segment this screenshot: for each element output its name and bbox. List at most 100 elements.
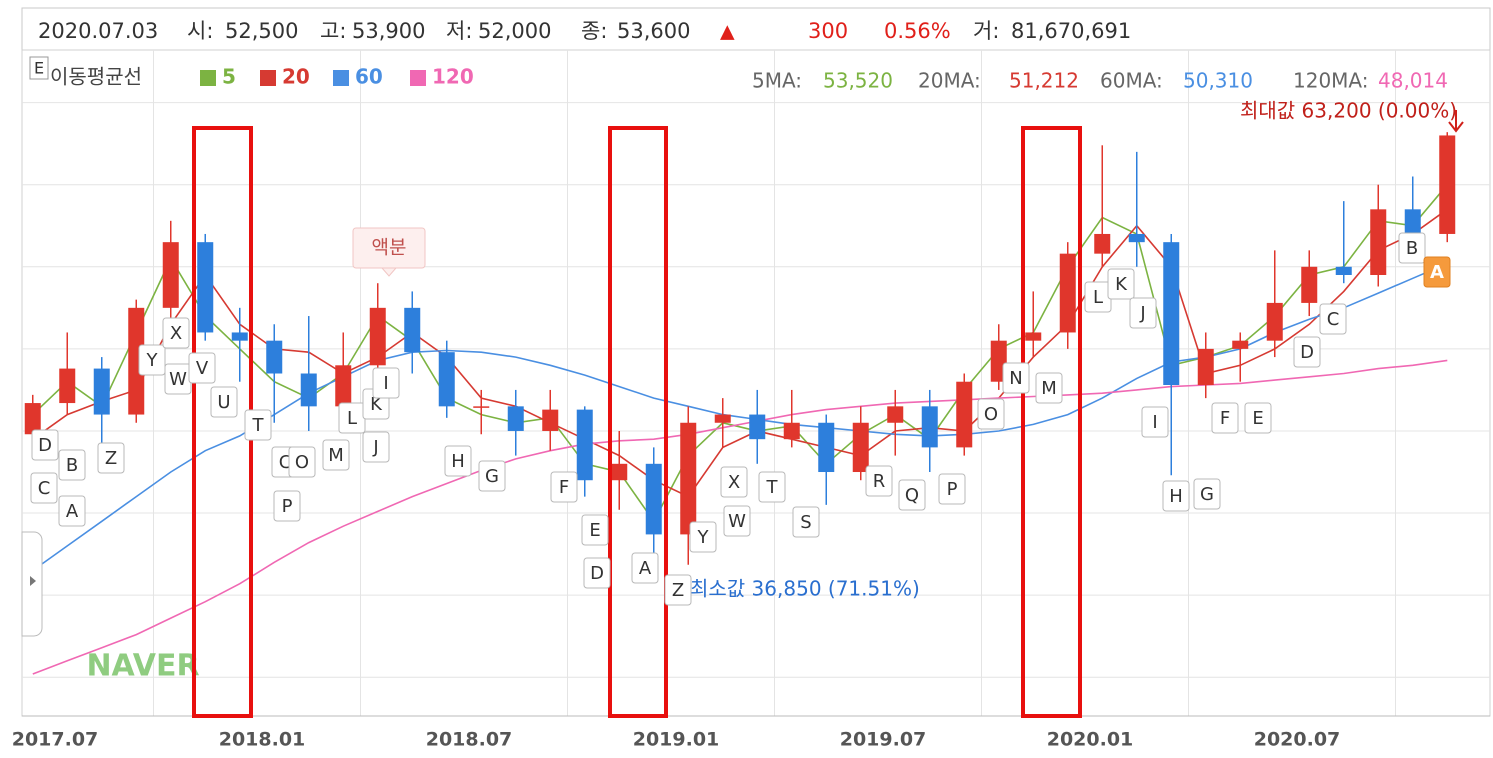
event-marker-label: L — [1093, 287, 1103, 308]
info-bar — [21, 7, 1491, 51]
event-marker-label: D — [590, 563, 604, 584]
ma-readout: 48,014 — [1378, 69, 1448, 93]
event-marker — [720, 466, 748, 498]
event-marker-label: T — [252, 415, 265, 436]
event-marker — [938, 473, 966, 505]
event-marker-label: Y — [697, 527, 710, 548]
event-marker-label: F — [559, 477, 569, 498]
event-marker-label: J — [372, 437, 378, 458]
event-marker — [372, 367, 400, 399]
event-marker-label: D — [38, 435, 52, 456]
corner-button[interactable] — [29, 56, 49, 80]
candle-body — [128, 307, 145, 415]
legend-label: 5 — [222, 65, 236, 89]
change: 300 — [808, 19, 848, 43]
event-marker-label: M — [328, 445, 344, 466]
event-marker — [31, 429, 59, 461]
candle-body — [714, 414, 731, 423]
candle-body — [473, 406, 490, 408]
event-marker-label: E — [589, 520, 600, 541]
side-tab-arrow — [30, 576, 36, 586]
event-marker-label: K — [1115, 274, 1128, 295]
event-marker — [689, 521, 717, 553]
event-marker — [1244, 402, 1272, 434]
event-marker — [723, 505, 751, 537]
x-axis-band — [22, 716, 1490, 758]
event-marker — [664, 574, 692, 606]
event-marker — [1423, 256, 1451, 288]
info-label: 저: — [446, 19, 472, 43]
change-mark: ▲ — [720, 21, 735, 43]
event-marker-label: P — [282, 496, 293, 517]
x-tick-label: 2018.07 — [426, 729, 513, 751]
candle-body — [162, 242, 179, 308]
volume-label: 거: — [973, 19, 999, 43]
event-marker-label: I — [383, 373, 388, 394]
legend-title: 이동평균선 — [50, 65, 142, 89]
event-marker — [758, 471, 786, 503]
candle-body — [369, 307, 386, 366]
max-label: 최대값 63,200 (0.00%) — [1240, 99, 1457, 123]
event-marker — [322, 439, 350, 471]
event-marker-label: Z — [105, 448, 117, 469]
event-marker-label: P — [947, 479, 958, 500]
overlay: E 액분 NAVER 최대값 63,200 (0.00%) 최소값 36,850… — [12, 19, 1490, 758]
event-marker-label: Q — [905, 485, 919, 506]
event-marker — [1211, 402, 1239, 434]
change-rate: 0.56% — [884, 19, 951, 43]
event-marker — [581, 514, 609, 546]
event-marker — [898, 479, 926, 511]
event-marker — [1107, 268, 1135, 300]
candle-body — [335, 365, 352, 407]
event-marker — [444, 445, 472, 477]
event-marker — [1319, 303, 1347, 335]
event-marker — [1398, 232, 1426, 264]
candle-body — [300, 373, 317, 407]
event-marker-label: O — [984, 404, 998, 425]
candle-body — [507, 406, 524, 431]
event-marker — [244, 409, 272, 441]
highlight-box — [608, 126, 668, 718]
event-marker-label: K — [370, 394, 383, 415]
event-marker-label: U — [217, 392, 230, 413]
candle-body — [266, 340, 283, 374]
candle-body — [1301, 266, 1318, 303]
candle-body — [24, 403, 41, 435]
candle-body — [852, 422, 869, 473]
event-marker-label: X — [728, 472, 740, 493]
candle-body — [197, 242, 214, 333]
legend-label: 20 — [282, 65, 310, 89]
event-marker-label: E — [1252, 408, 1263, 429]
candle-body — [1404, 209, 1421, 234]
candle-body — [1059, 253, 1076, 333]
legend-swatch — [260, 70, 276, 86]
x-tick-label: 2019.01 — [633, 729, 720, 751]
event-marker — [288, 446, 316, 478]
info-value: 52,000 — [478, 19, 551, 43]
x-tick-label: 2020.07 — [1254, 729, 1341, 751]
event-marker-label: T — [766, 477, 779, 498]
candle-body — [1197, 348, 1214, 385]
event-marker — [162, 317, 190, 349]
event-marker-label: F — [1220, 408, 1230, 429]
event-marker — [1141, 406, 1169, 438]
event-marker-label: X — [170, 323, 182, 344]
info-label: 시: — [187, 19, 213, 43]
event-marker — [138, 344, 166, 376]
corner-button-label: E — [34, 59, 44, 78]
event-marker-label: B — [66, 455, 78, 476]
volume: 81,670,691 — [1011, 19, 1131, 43]
x-tick-label: 2018.01 — [219, 729, 306, 751]
info-date: 2020.07.03 — [38, 19, 158, 43]
x-tick-label: 2020.01 — [1047, 729, 1134, 751]
event-marker — [865, 465, 893, 497]
event-marker-label: A — [1430, 262, 1444, 283]
ma-readout: 51,212 — [1009, 69, 1079, 93]
candle-body — [1025, 332, 1042, 341]
event-marker-label: W — [169, 369, 187, 390]
event-marker-label: M — [1041, 378, 1057, 399]
candle-body — [404, 307, 421, 353]
max-arrow — [1448, 110, 1464, 133]
event-marker — [1162, 480, 1190, 512]
